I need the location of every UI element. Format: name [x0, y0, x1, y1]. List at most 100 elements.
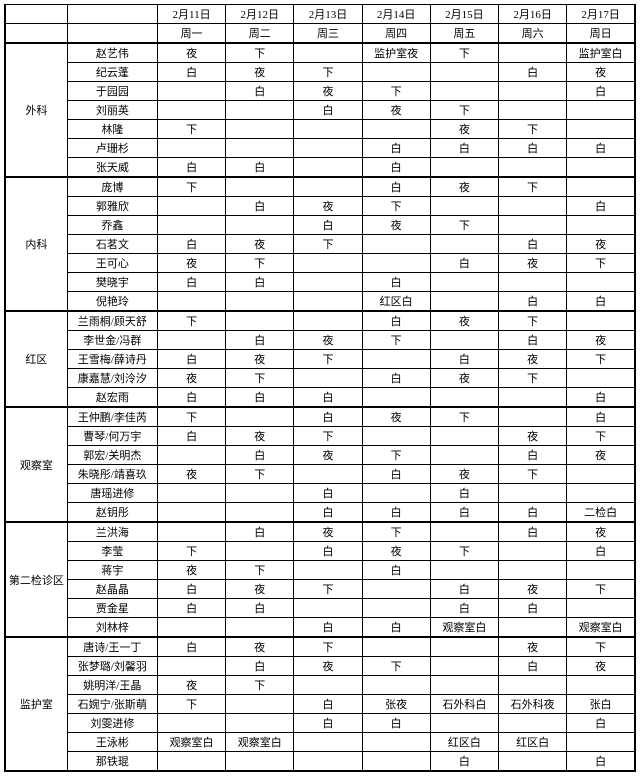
shift-cell: 下 — [226, 561, 294, 580]
shift-cell — [362, 599, 430, 618]
shift-cell: 下 — [567, 637, 635, 657]
shift-cell — [226, 618, 294, 638]
shift-cell: 白 — [226, 197, 294, 216]
shift-cell: 白 — [226, 446, 294, 465]
staff-name: 王泳彬 — [67, 733, 157, 752]
weekday-header: 周一 — [157, 24, 225, 44]
shift-cell: 白 — [157, 273, 225, 292]
shift-cell: 下 — [430, 43, 498, 63]
shift-cell — [430, 637, 498, 657]
shift-cell: 夜 — [294, 331, 362, 350]
shift-cell: 监护室白 — [567, 43, 635, 63]
shift-cell: 下 — [157, 407, 225, 427]
shift-cell: 白 — [430, 599, 498, 618]
shift-cell — [430, 561, 498, 580]
shift-cell — [157, 82, 225, 101]
shift-cell: 下 — [430, 101, 498, 120]
shift-cell — [362, 752, 430, 772]
shift-cell — [430, 158, 498, 178]
shift-cell: 下 — [294, 580, 362, 599]
shift-cell — [430, 446, 498, 465]
dept-cell: 第二检诊区 — [5, 522, 67, 637]
shift-cell: 白 — [362, 503, 430, 523]
staff-name: 李莹 — [67, 542, 157, 561]
shift-cell — [157, 657, 225, 676]
shift-cell: 白 — [226, 657, 294, 676]
shift-cell — [567, 101, 635, 120]
shift-cell: 夜 — [430, 369, 498, 388]
shift-cell: 白 — [294, 216, 362, 235]
shift-cell: 白 — [362, 273, 430, 292]
shift-cell — [567, 599, 635, 618]
shift-cell — [226, 139, 294, 158]
shift-cell — [498, 752, 566, 772]
shift-cell: 下 — [567, 254, 635, 273]
shift-cell: 白 — [294, 484, 362, 503]
shift-cell: 白 — [226, 82, 294, 101]
staff-name: 林隆 — [67, 120, 157, 139]
staff-name: 兰洪海 — [67, 522, 157, 542]
shift-cell — [498, 618, 566, 638]
shift-cell — [294, 120, 362, 139]
shift-cell — [498, 216, 566, 235]
shift-cell — [362, 427, 430, 446]
staff-name: 石茗文 — [67, 235, 157, 254]
staff-name: 康嘉慧/刘泠汐 — [67, 369, 157, 388]
shift-cell: 白 — [226, 388, 294, 408]
shift-cell: 夜 — [226, 235, 294, 254]
staff-name: 唐诗/王一丁 — [67, 637, 157, 657]
shift-cell: 白 — [294, 503, 362, 523]
staff-name: 兰雨桐/顾天舒 — [67, 311, 157, 331]
shift-cell: 夜 — [430, 311, 498, 331]
shift-cell — [498, 714, 566, 733]
staff-name: 李世金/冯群 — [67, 331, 157, 350]
shift-cell: 夜 — [294, 82, 362, 101]
shift-cell — [157, 331, 225, 350]
shift-cell — [498, 197, 566, 216]
shift-cell: 白 — [362, 139, 430, 158]
shift-cell: 白 — [157, 63, 225, 82]
shift-cell: 观察室白 — [226, 733, 294, 752]
shift-cell — [430, 273, 498, 292]
shift-cell: 白 — [362, 177, 430, 197]
date-header: 2月13日 — [294, 5, 362, 24]
shift-cell — [567, 484, 635, 503]
shift-cell — [567, 273, 635, 292]
shift-cell: 夜 — [226, 580, 294, 599]
shift-cell: 白 — [157, 599, 225, 618]
shift-cell: 下 — [226, 465, 294, 484]
shift-cell — [294, 369, 362, 388]
staff-name: 贾金星 — [67, 599, 157, 618]
weekday-header: 周四 — [362, 24, 430, 44]
shift-cell: 下 — [294, 637, 362, 657]
shift-cell: 夜 — [294, 197, 362, 216]
staff-name: 赵艺伟 — [67, 43, 157, 63]
shift-cell: 下 — [226, 43, 294, 63]
shift-cell: 夜 — [498, 427, 566, 446]
shift-cell: 夜 — [567, 446, 635, 465]
shift-cell: 下 — [362, 82, 430, 101]
shift-cell: 白 — [157, 637, 225, 657]
shift-cell: 夜 — [567, 657, 635, 676]
shift-cell — [498, 388, 566, 408]
shift-cell — [498, 561, 566, 580]
schedule-table: 2月11日2月12日2月13日2月14日2月15日2月16日2月17日周一周二周… — [4, 4, 636, 772]
shift-cell: 白 — [567, 752, 635, 772]
shift-cell — [294, 177, 362, 197]
shift-cell: 夜 — [567, 235, 635, 254]
shift-cell: 夜 — [157, 43, 225, 63]
shift-cell — [157, 446, 225, 465]
shift-cell: 白 — [157, 350, 225, 369]
shift-cell: 夜 — [294, 522, 362, 542]
shift-cell: 白 — [567, 139, 635, 158]
shift-cell: 白 — [498, 522, 566, 542]
shift-cell — [362, 63, 430, 82]
shift-cell — [498, 82, 566, 101]
shift-cell: 白 — [294, 101, 362, 120]
shift-cell: 白 — [430, 139, 498, 158]
shift-cell — [157, 216, 225, 235]
shift-cell: 观察室白 — [567, 618, 635, 638]
shift-cell — [362, 254, 430, 273]
staff-name: 郭雅欣 — [67, 197, 157, 216]
shift-cell: 红区白 — [498, 733, 566, 752]
